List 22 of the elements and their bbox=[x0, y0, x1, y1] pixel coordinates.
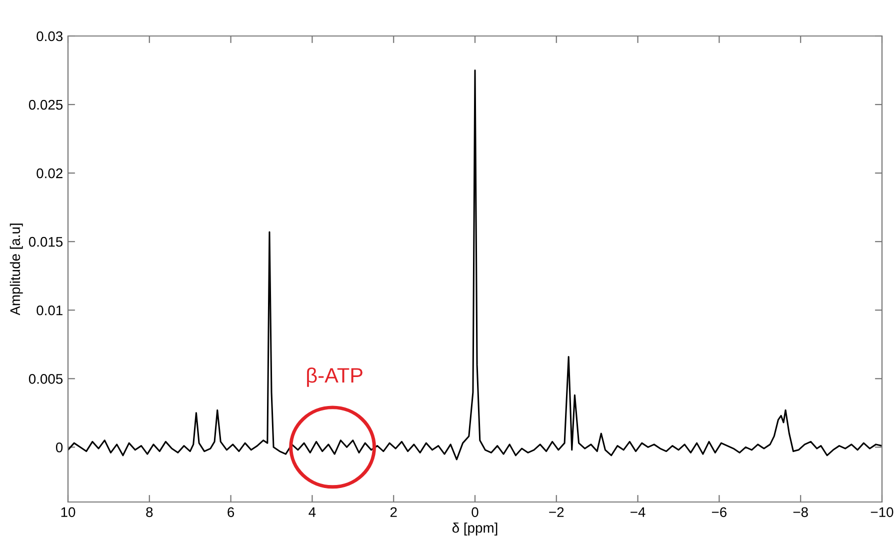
x-tick-label: −6 bbox=[712, 507, 727, 518]
y-tick-label: 0.03 bbox=[36, 31, 63, 42]
y-tick-label: 0.01 bbox=[36, 305, 62, 316]
x-tick-label: −2 bbox=[549, 507, 564, 517]
y-axis-title: Amplitude [a.u] bbox=[10, 224, 23, 316]
annotation: β-ATP bbox=[307, 367, 362, 387]
y-tick-label: 0 bbox=[56, 442, 63, 452]
y-tick-label: 0.005 bbox=[28, 374, 63, 384]
x-tick-label: 0 bbox=[472, 507, 478, 518]
x-tick-label: 8 bbox=[146, 507, 153, 518]
y-tick-label: 0.015 bbox=[28, 236, 63, 247]
x-tick-label: −8 bbox=[793, 507, 808, 518]
x-tick-label: −4 bbox=[630, 507, 646, 517]
line-series bbox=[68, 70, 882, 460]
x-tick-label: 10 bbox=[61, 507, 76, 518]
x-tick-label: −10 bbox=[870, 507, 894, 518]
x-tick-label: 4 bbox=[308, 507, 316, 517]
y-tick-label: 0.025 bbox=[28, 100, 63, 110]
y-tick-label: 0.02 bbox=[36, 168, 62, 178]
x-axis-title: δ [ppm] bbox=[452, 522, 498, 536]
x-tick-label: 6 bbox=[228, 507, 234, 518]
x-tick-label: 2 bbox=[390, 507, 397, 517]
